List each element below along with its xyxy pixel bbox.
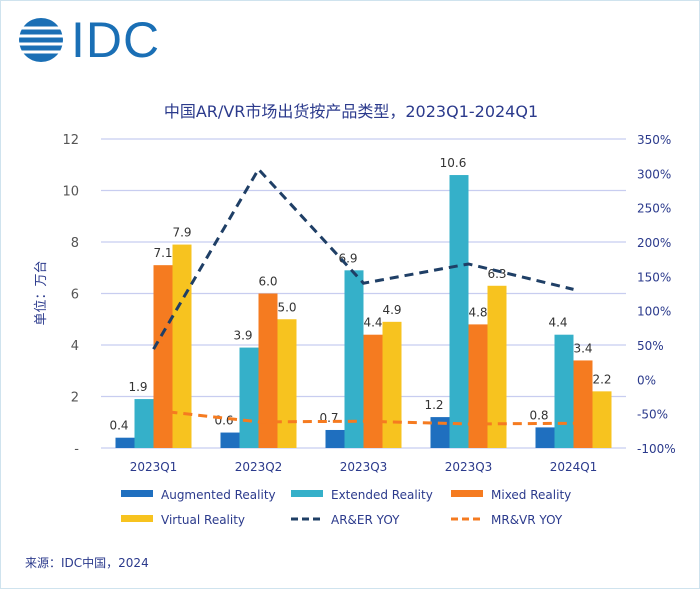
legend-label: AR&ER YOY bbox=[331, 513, 400, 527]
bar-virtual-reality bbox=[277, 319, 297, 448]
idc-logo: IDC bbox=[17, 15, 160, 65]
line-mr-vr-yoy bbox=[153, 408, 574, 426]
bar-virtual-reality bbox=[592, 391, 612, 448]
y-tick-label: 8 bbox=[71, 236, 79, 251]
y-tick-label: 10 bbox=[62, 185, 79, 200]
data-label: 2.2 bbox=[592, 372, 611, 386]
data-label: 4.9 bbox=[382, 303, 401, 317]
y2-tick-label: 100% bbox=[637, 305, 671, 319]
y2-tick-label: 50% bbox=[637, 339, 664, 353]
x-tick-label: 2023Q1 bbox=[130, 460, 178, 474]
bar-extended-reality bbox=[554, 334, 574, 448]
bar-mixed-reality bbox=[468, 324, 488, 448]
bar-augmented-reality bbox=[220, 432, 240, 448]
data-label: 0.4 bbox=[109, 419, 128, 433]
bar-augmented-reality bbox=[115, 437, 135, 448]
y2-tick-label: 300% bbox=[637, 167, 671, 181]
bar-extended-reality bbox=[134, 399, 154, 448]
legend-swatch bbox=[121, 515, 153, 522]
legend-swatch bbox=[121, 490, 153, 497]
x-tick-label: 2023Q3 bbox=[340, 460, 388, 474]
data-label: 6.0 bbox=[258, 275, 277, 289]
y2-tick-label: -100% bbox=[637, 442, 676, 456]
bar-mixed-reality bbox=[153, 265, 173, 448]
data-label: 7.9 bbox=[172, 226, 191, 240]
bar-virtual-reality bbox=[487, 285, 507, 448]
bar-mixed-reality bbox=[258, 293, 278, 448]
data-label: 1.9 bbox=[128, 380, 147, 394]
data-label: 5.0 bbox=[277, 300, 296, 314]
legend-label: Mixed Reality bbox=[491, 488, 571, 502]
chart-svg: - 2 4 6 8 10 12 -100% -50% 0% 50% 100% 150% 200% 250% 3… bbox=[34, 133, 676, 527]
data-label: 7.1 bbox=[153, 246, 172, 260]
data-label: 4.8 bbox=[468, 305, 487, 319]
y-tick-label: 4 bbox=[71, 339, 79, 354]
chart-title: 中国AR/VR市场出货按产品类型，2023Q1-2024Q1 bbox=[163, 102, 539, 121]
x-tick-label: 2023Q2 bbox=[235, 460, 283, 474]
legend-swatch bbox=[451, 490, 483, 497]
bar-extended-reality bbox=[239, 347, 259, 448]
x-tick-label: 2023Q3 bbox=[445, 460, 493, 474]
data-label: 4.4 bbox=[548, 316, 567, 330]
bar-augmented-reality bbox=[325, 429, 345, 448]
y2-tick-label: 150% bbox=[637, 270, 671, 284]
y-tick-label: 6 bbox=[71, 288, 79, 303]
legend-label: Virtual Reality bbox=[161, 513, 245, 527]
bar-augmented-reality bbox=[535, 427, 555, 448]
data-label: 0.8 bbox=[529, 408, 548, 422]
y2-tick-label: 0% bbox=[637, 373, 656, 387]
y-tick-label: 12 bbox=[62, 133, 79, 148]
bar-extended-reality bbox=[344, 270, 364, 448]
bar-mixed-reality bbox=[573, 360, 593, 448]
data-label: 4.4 bbox=[363, 316, 382, 330]
data-label: 6.9 bbox=[338, 251, 357, 265]
data-label: 3.4 bbox=[573, 341, 592, 355]
y-axis-label: 单位：万台 bbox=[34, 260, 49, 325]
y2-tick-label: 250% bbox=[637, 202, 671, 216]
bar-virtual-reality bbox=[382, 321, 402, 448]
y-tick-label: - bbox=[74, 442, 79, 457]
data-label: 0.6 bbox=[214, 414, 233, 428]
data-label: 3.9 bbox=[233, 329, 252, 343]
data-label: 1.2 bbox=[424, 398, 443, 412]
source-note: 来源：IDC中国，2024 bbox=[25, 556, 149, 570]
bar-virtual-reality bbox=[172, 244, 192, 448]
y-tick-label: 2 bbox=[71, 391, 79, 406]
data-label: 10.6 bbox=[440, 156, 467, 170]
x-tick-label: 2024Q1 bbox=[550, 460, 598, 474]
legend-label: Extended Reality bbox=[331, 488, 433, 502]
y2-tick-label: 350% bbox=[637, 133, 671, 147]
bar-mixed-reality bbox=[363, 334, 383, 448]
logo-text: IDC bbox=[71, 12, 161, 68]
data-label: 6.3 bbox=[487, 267, 506, 281]
line-ar-er-yoy bbox=[152, 166, 574, 350]
y2-tick-label: -50% bbox=[637, 408, 668, 422]
legend-swatch bbox=[291, 490, 323, 497]
legend-label: MR&VR YOY bbox=[491, 513, 563, 527]
globe-icon bbox=[17, 18, 65, 62]
y2-tick-label: 200% bbox=[637, 236, 671, 250]
legend-label: Augmented Reality bbox=[161, 488, 276, 502]
bar-extended-reality bbox=[449, 175, 469, 449]
